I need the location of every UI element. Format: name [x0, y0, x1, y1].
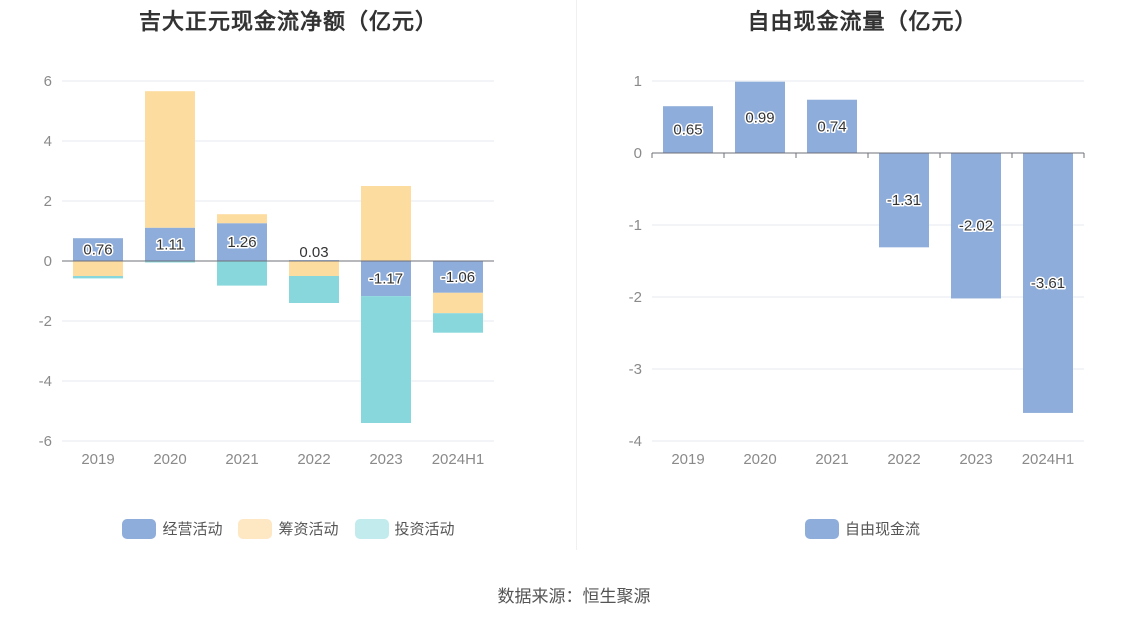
bar-investing-2022: [289, 276, 339, 303]
y-tick-label: -2: [629, 289, 642, 306]
chart-title: 自由现金流量（亿元）: [747, 9, 978, 34]
legend-label: 投资活动: [394, 521, 455, 538]
x-tick-label: 2019: [81, 451, 114, 468]
y-tick-label: -4: [39, 373, 52, 390]
bar-investing-2024H1: [433, 313, 483, 333]
legend-label: 经营活动: [162, 521, 223, 538]
data-label: -1.06: [441, 269, 475, 286]
x-tick-label: 2023: [369, 451, 402, 468]
legend-item-free-cashflow[interactable]: 自由现金流: [804, 518, 920, 539]
free-cashflow-chart-panel: 自由现金流量（亿元） 1 0 -1 -2 -3 -4 2019 2020 2021 2022 202…: [577, 0, 1148, 560]
bar-operating-2019: [663, 106, 713, 153]
y-tick-label: 2: [44, 193, 52, 210]
data-label: -2.02: [959, 218, 993, 235]
bar-investing-2021: [217, 261, 267, 286]
net-cashflow-chart-panel: 吉大正元现金流净额（亿元） 6 4 2 0 -2 -4 -6 2019 2020 2021 2022…: [0, 0, 577, 560]
bar-financing-2022: [289, 261, 339, 276]
x-tick-label: 2019: [671, 451, 704, 468]
legend: 自由现金流: [577, 518, 1148, 539]
free-cashflow-chart: 1 0 -1 -2 -3 -4 2019 2020 2021 2022 2023 2024H1 0.65…: [629, 73, 1085, 468]
data-label: 0.03: [299, 244, 328, 261]
data-label: -1.17: [369, 271, 403, 288]
bar-investing-2023: [361, 296, 411, 423]
bar-financing-2023: [361, 186, 411, 261]
data-label: 0.74: [817, 118, 846, 135]
x-tick-label: 2020: [743, 451, 776, 468]
y-tick-label: -1: [629, 217, 642, 234]
bar-operating-2020: [145, 227, 195, 261]
x-tick-label: 2022: [887, 451, 920, 468]
data-label: -1.31: [887, 192, 921, 209]
bar-operating-2022: [879, 153, 929, 248]
x-tick-label: 2024H1: [1022, 451, 1075, 468]
bar-operating-2024H1: [1023, 153, 1073, 413]
bar-operating-2024H1: [433, 261, 483, 293]
bar-operating-2019: [73, 238, 123, 261]
bar-operating-2023: [951, 153, 1001, 299]
legend-label: 筹资活动: [278, 521, 339, 538]
bar-financing-2020: [145, 91, 195, 228]
x-tick-label: 2023: [959, 451, 992, 468]
data-label: 0.99: [745, 109, 774, 126]
bar-investing-2020: [145, 261, 195, 263]
x-tick-label: 2021: [225, 451, 258, 468]
y-tick-label: 6: [44, 73, 52, 90]
legend-swatch-investing: [354, 518, 389, 539]
data-source: 数据来源：恒生聚源: [497, 587, 651, 606]
data-label: 0.76: [83, 242, 112, 259]
legend: 经营活动 筹资活动 投资活动: [0, 518, 577, 539]
net-cashflow-chart: 6 4 2 0 -2 -4 -6 2019 2020 2021 2022 2023 2024H1 0.76…: [39, 73, 494, 468]
legend-swatch-operating: [122, 518, 157, 539]
x-tick-label: 2022: [297, 451, 330, 468]
chart-title: 吉大正元现金流净额（亿元）: [138, 9, 438, 34]
y-tick-label: -4: [629, 433, 642, 450]
data-label: 1.26: [227, 234, 256, 251]
bar-financing-2021: [217, 214, 267, 224]
data-label: -3.61: [1031, 275, 1065, 292]
legend-swatch-financing: [238, 518, 273, 539]
y-tick-label: -6: [39, 433, 52, 450]
y-tick-label: -2: [39, 313, 52, 330]
x-tick-label: 2021: [815, 451, 848, 468]
data-label: 0.65: [673, 122, 702, 139]
y-tick-label: 1: [634, 73, 642, 90]
y-tick-label: 0: [44, 253, 52, 270]
x-tick-label: 2024H1: [432, 451, 485, 468]
bar-operating-2021: [217, 223, 267, 261]
legend-item-investing[interactable]: 投资活动: [354, 518, 455, 539]
bar-financing-2024H1: [433, 292, 483, 314]
data-label: 1.11: [156, 236, 184, 253]
x-tick-label: 2020: [153, 451, 186, 468]
y-tick-label: 0: [634, 145, 642, 162]
bar-operating-2021: [807, 99, 857, 153]
bar-investing-2019: [73, 276, 123, 279]
legend-swatch-free-cashflow: [804, 518, 839, 539]
legend-item-operating[interactable]: 经营活动: [122, 518, 222, 539]
y-tick-label: -3: [629, 361, 642, 378]
legend-item-financing[interactable]: 筹资活动: [238, 518, 339, 539]
legend-label: 自由现金流: [844, 521, 920, 538]
bar-operating-2020: [735, 81, 785, 153]
bar-financing-2019: [73, 261, 123, 276]
y-tick-label: 4: [44, 133, 52, 150]
panel-divider: [576, 0, 577, 550]
bar-operating-2023: [361, 261, 411, 297]
